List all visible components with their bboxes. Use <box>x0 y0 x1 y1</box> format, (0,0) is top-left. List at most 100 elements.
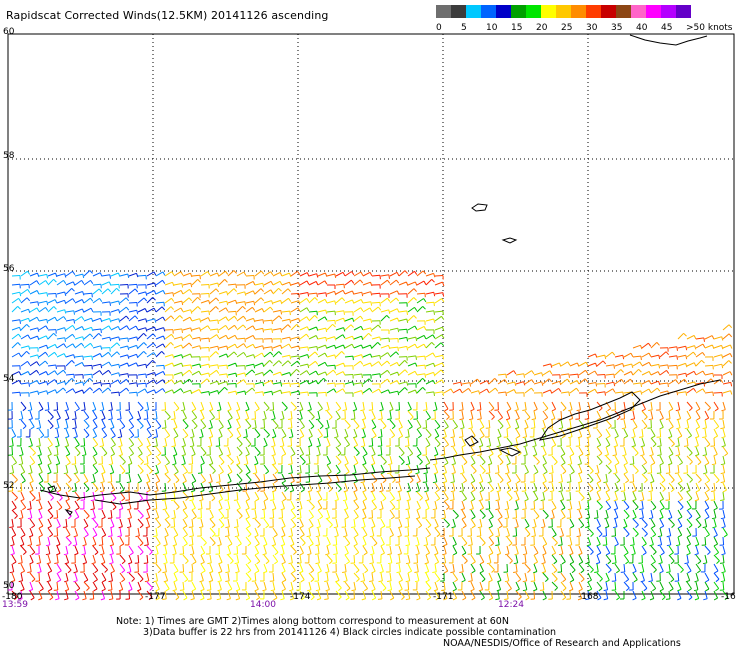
wind-barb <box>722 344 731 349</box>
wind-barb-flag <box>82 381 85 386</box>
wind-barb <box>299 536 306 544</box>
wind-barb-flag <box>219 426 224 430</box>
wind-barb-flag <box>263 543 268 547</box>
wind-barb <box>83 473 89 482</box>
wind-barb <box>92 545 99 553</box>
wind-barb <box>47 306 55 313</box>
wind-barb <box>254 327 263 331</box>
wind-barb-flag <box>369 535 374 538</box>
wind-barb-flag <box>273 480 278 484</box>
wind-barb <box>83 554 88 563</box>
wind-barb-flag <box>568 391 570 396</box>
wind-barb <box>623 371 632 376</box>
wind-barb <box>362 281 371 286</box>
wind-barb-flag <box>531 370 535 375</box>
wind-barb <box>686 572 691 581</box>
wind-barb-flag <box>154 517 159 520</box>
wind-barb <box>263 437 268 446</box>
wind-barb-flag <box>561 516 566 520</box>
wind-barb-flag <box>261 508 267 511</box>
wind-barb <box>74 581 81 589</box>
wind-barb <box>569 500 573 509</box>
wind-barb-flag <box>316 346 319 351</box>
wind-barb-flag <box>44 360 49 365</box>
wind-barb-flag <box>630 418 635 421</box>
wind-barb <box>569 473 572 482</box>
wind-barb-flag <box>17 342 21 346</box>
wind-barb <box>650 509 654 518</box>
wind-barb-flag <box>530 427 535 429</box>
wind-barb <box>722 428 726 437</box>
wind-barb-flag <box>296 324 300 328</box>
wind-barb <box>191 563 194 573</box>
wind-barb <box>353 419 360 427</box>
wind-barb <box>335 581 342 589</box>
wind-barb <box>83 410 90 418</box>
wind-barb-flag <box>693 362 697 367</box>
wind-barb-flag <box>280 310 283 315</box>
wind-barb <box>623 545 629 554</box>
wind-barb <box>281 428 287 437</box>
wind-barb-flag <box>648 517 654 520</box>
wind-barb <box>38 390 47 394</box>
wind-barb-flag <box>174 570 179 574</box>
wind-barb <box>83 437 86 447</box>
wind-barb <box>164 473 171 481</box>
wind-barb-flag <box>305 333 310 338</box>
wind-barb <box>182 309 191 313</box>
wind-barb <box>65 388 74 394</box>
wind-barb <box>164 464 169 473</box>
wind-barb <box>425 491 430 500</box>
wind-barb-flag <box>433 318 436 323</box>
wind-barb <box>497 455 504 463</box>
wind-barb-flag <box>611 351 616 356</box>
wind-barb <box>587 518 590 527</box>
wind-barb <box>11 473 18 481</box>
wind-barb-flag <box>488 579 493 583</box>
wind-barb <box>389 545 392 554</box>
wind-barb-flag <box>188 297 193 302</box>
wind-barb-flag <box>471 453 476 457</box>
wind-barb <box>200 317 209 322</box>
wind-barb-flag <box>242 324 247 329</box>
wind-barb <box>362 500 367 509</box>
wind-barb-flag <box>415 490 420 493</box>
wind-barb-flag <box>659 570 664 574</box>
wind-barb-flag <box>657 445 662 447</box>
wind-barb <box>146 401 150 410</box>
wind-barb <box>488 410 495 418</box>
wind-barb <box>119 345 128 349</box>
wind-barb <box>587 455 590 465</box>
wind-barb <box>452 419 459 427</box>
wind-barb <box>182 500 188 509</box>
wind-barb <box>344 271 352 277</box>
wind-barb <box>281 563 286 572</box>
wind-barb <box>434 518 439 527</box>
wind-barb <box>380 428 383 437</box>
wind-barb <box>92 572 98 580</box>
wind-barb <box>569 554 575 563</box>
wind-barb-flag <box>134 288 139 293</box>
wind-barb-flag <box>356 578 360 582</box>
wind-barb-flag <box>432 481 437 484</box>
wind-barb <box>668 536 672 545</box>
wind-barb-flag <box>514 553 519 556</box>
wind-barb-flag <box>217 544 222 547</box>
wind-barb <box>74 509 80 518</box>
wind-barb <box>353 410 356 420</box>
wind-barb-flag <box>173 579 178 583</box>
wind-barb <box>605 509 609 518</box>
wind-barb-flag <box>271 346 273 351</box>
wind-barb <box>587 482 594 490</box>
wind-barb-flag <box>152 359 156 364</box>
wind-barb-flag <box>278 315 283 320</box>
wind-barb-flag <box>652 506 657 511</box>
wind-barb-flag <box>684 378 688 383</box>
wind-barb <box>326 419 330 428</box>
wind-barb <box>677 500 684 508</box>
wind-barb <box>686 482 691 491</box>
wind-barb <box>650 446 654 455</box>
wind-barb <box>470 500 474 509</box>
wind-barb <box>326 518 333 526</box>
wind-barb <box>155 527 158 536</box>
